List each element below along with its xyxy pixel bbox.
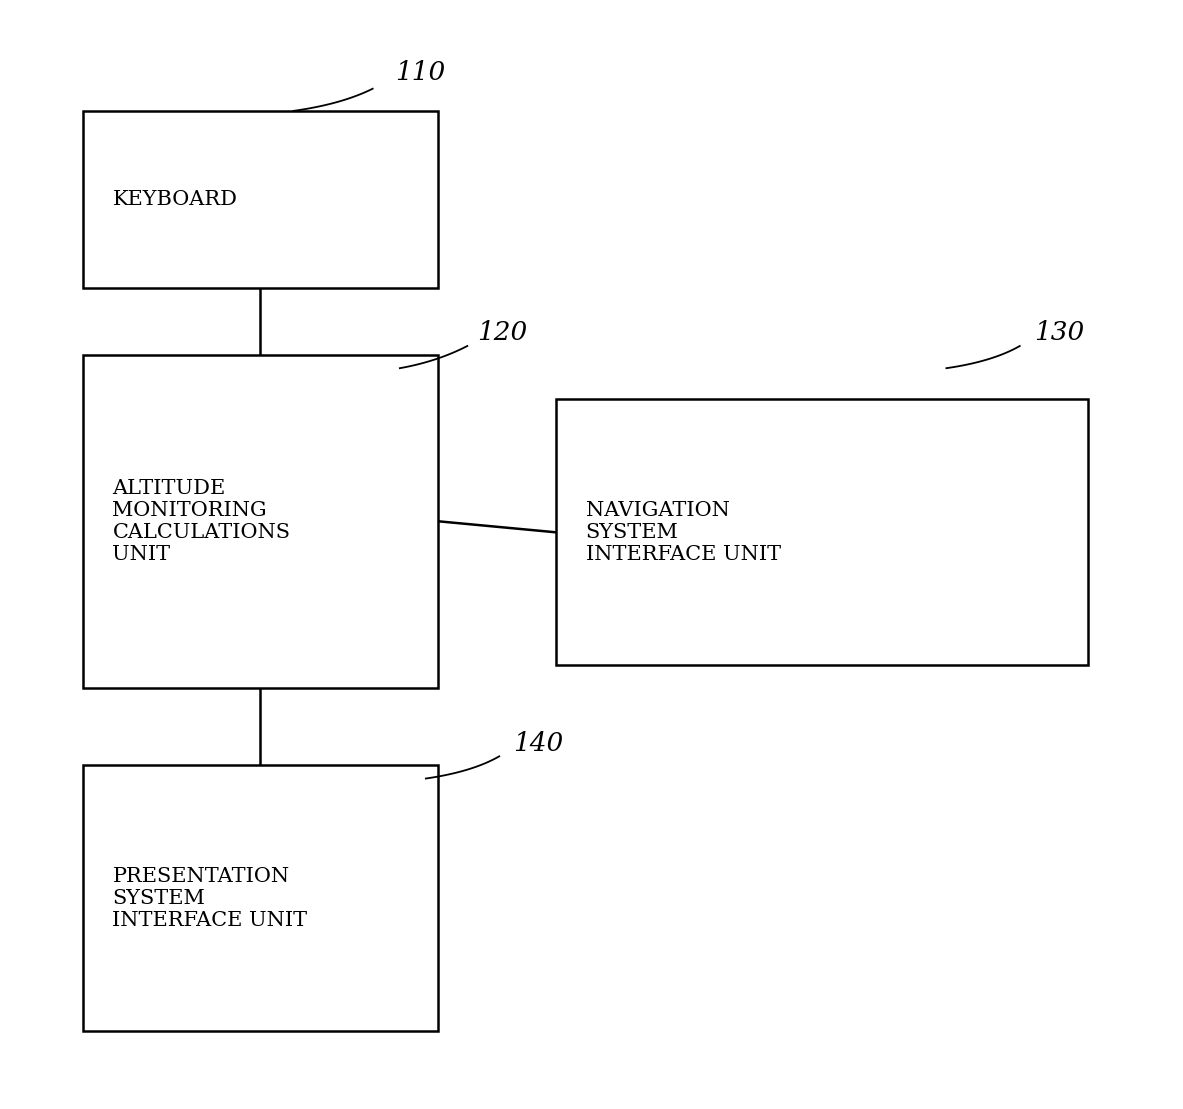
FancyBboxPatch shape: [556, 399, 1088, 665]
Text: 140: 140: [513, 731, 563, 755]
Text: 120: 120: [478, 321, 528, 345]
Text: KEYBOARD: KEYBOARD: [112, 190, 238, 210]
Text: PRESENTATION
SYSTEM
INTERFACE UNIT: PRESENTATION SYSTEM INTERFACE UNIT: [112, 867, 308, 929]
Text: 110: 110: [395, 60, 445, 84]
Text: 130: 130: [1034, 321, 1084, 345]
FancyBboxPatch shape: [83, 355, 438, 688]
FancyBboxPatch shape: [83, 111, 438, 288]
FancyBboxPatch shape: [83, 765, 438, 1031]
Text: ALTITUDE
MONITORING
CALCULATIONS
UNIT: ALTITUDE MONITORING CALCULATIONS UNIT: [112, 479, 290, 563]
Text: NAVIGATION
SYSTEM
INTERFACE UNIT: NAVIGATION SYSTEM INTERFACE UNIT: [586, 501, 781, 563]
